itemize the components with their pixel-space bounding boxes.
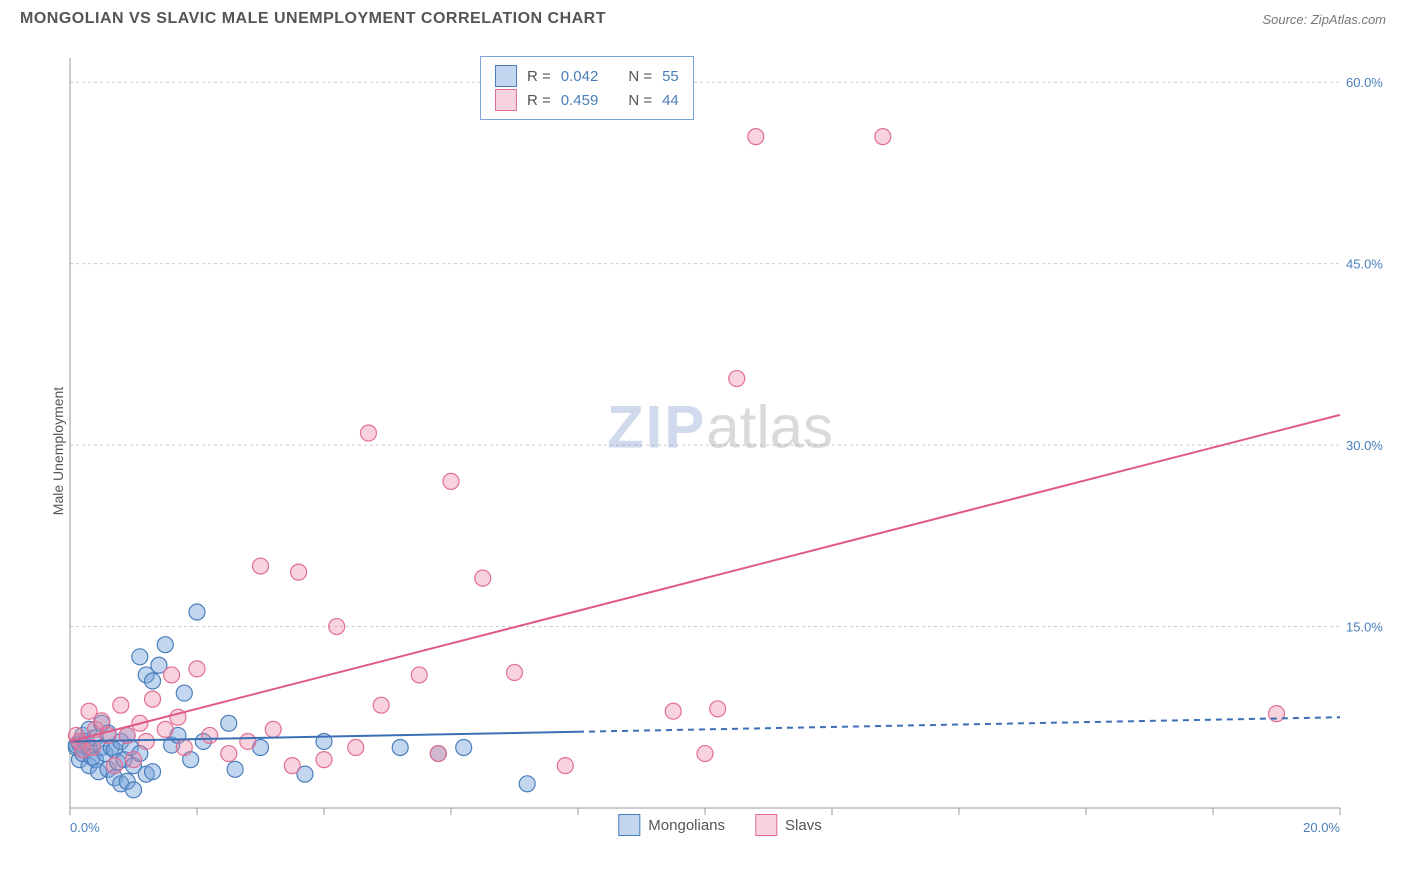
legend-swatch: [495, 65, 517, 87]
r-value: 0.459: [561, 92, 599, 109]
svg-text:20.0%: 20.0%: [1303, 820, 1340, 835]
scatter-chart: 0.0% 20.0% 15.0% 30.0% 45.0% 60.0%: [50, 48, 1390, 838]
legend-item: Mongolians: [618, 814, 725, 836]
n-value: 44: [662, 92, 679, 109]
chart-title: MONGOLIAN VS SLAVIC MALE UNEMPLOYMENT CO…: [20, 10, 606, 28]
svg-text:15.0%: 15.0%: [1346, 620, 1383, 635]
svg-text:30.0%: 30.0%: [1346, 438, 1383, 453]
svg-text:0.0%: 0.0%: [70, 820, 100, 835]
n-label: N =: [628, 68, 652, 85]
legend-label: Mongolians: [648, 817, 725, 834]
r-value: 0.042: [561, 68, 599, 85]
n-value: 55: [662, 68, 679, 85]
svg-text:60.0%: 60.0%: [1346, 75, 1383, 90]
legend-item: Slavs: [755, 814, 822, 836]
r-label: R =: [527, 68, 551, 85]
svg-text:45.0%: 45.0%: [1346, 257, 1383, 272]
n-label: N =: [628, 92, 652, 109]
correlation-legend: R = 0.042 N = 55 R = 0.459 N = 44: [480, 56, 694, 120]
legend-label: Slavs: [785, 817, 822, 834]
legend-row: R = 0.459 N = 44: [495, 89, 679, 111]
legend-swatch: [495, 89, 517, 111]
chart-source: Source: ZipAtlas.com: [1262, 12, 1386, 27]
legend-row: R = 0.042 N = 55: [495, 65, 679, 87]
series-legend: Mongolians Slavs: [618, 814, 821, 836]
legend-swatch: [618, 814, 640, 836]
plot-container: Male Unemployment 0.0% 20.0% 15.0% 30.0% 45.…: [50, 48, 1390, 838]
chart-header: MONGOLIAN VS SLAVIC MALE UNEMPLOYMENT CO…: [0, 0, 1406, 34]
r-label: R =: [527, 92, 551, 109]
y-axis-label: Male Unemployment: [50, 387, 66, 515]
legend-swatch: [755, 814, 777, 836]
